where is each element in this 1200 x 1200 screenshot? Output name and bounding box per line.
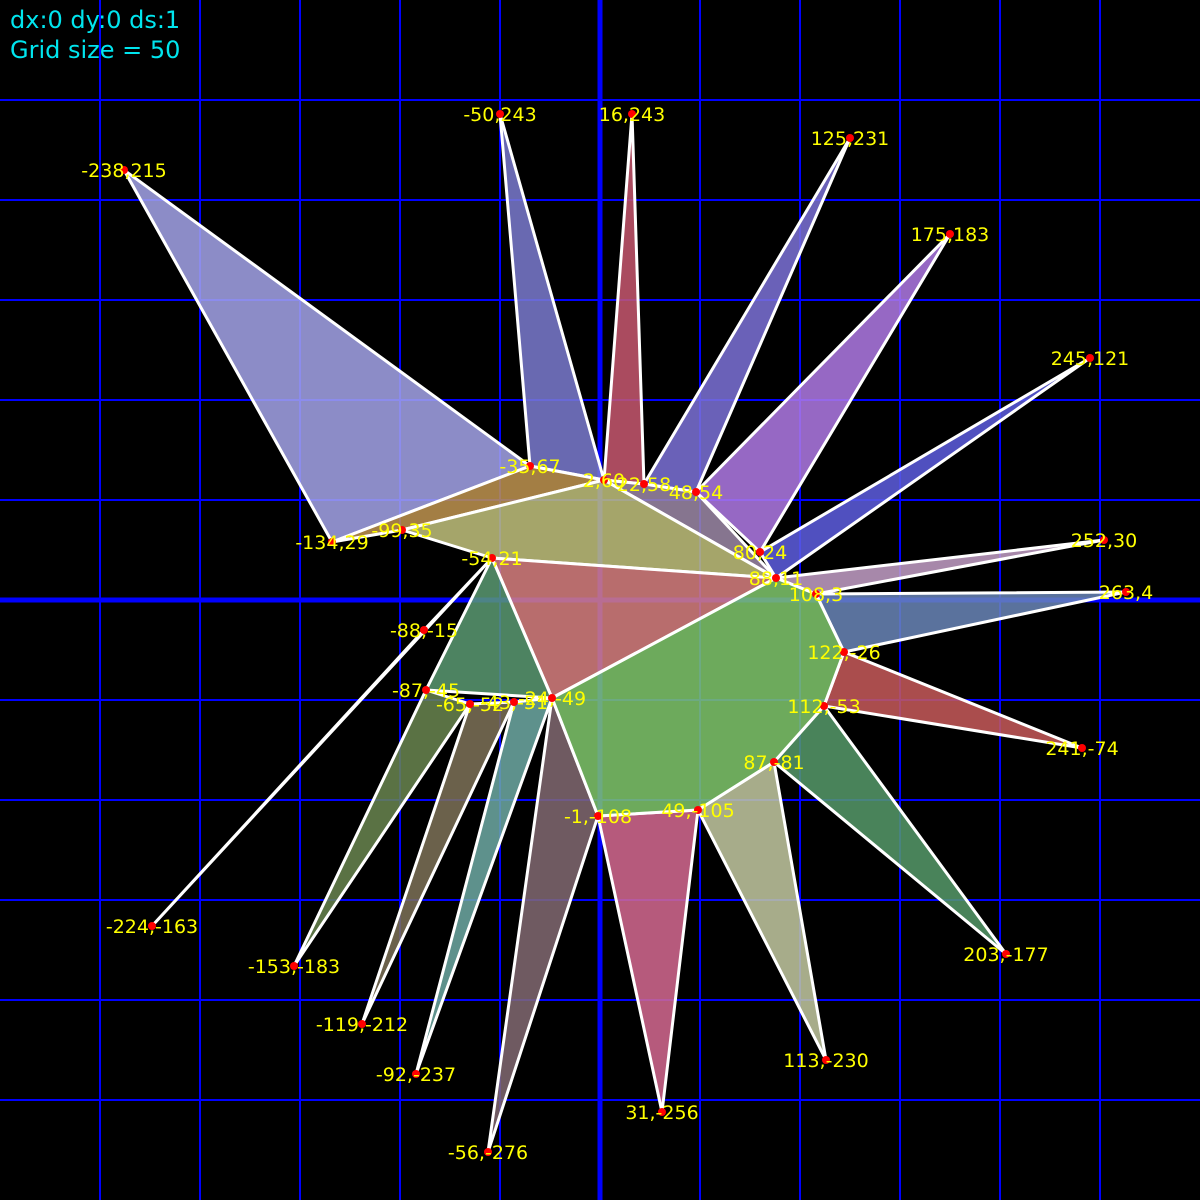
vertex-point[interactable] — [412, 1070, 420, 1078]
vertex-point[interactable] — [658, 1108, 666, 1116]
offset-readout: dx:0 dy:0 ds:1 — [10, 6, 181, 34]
vertex-label: -24,-49 — [518, 688, 586, 710]
vertex-point[interactable] — [692, 488, 700, 496]
vertex-point[interactable] — [420, 626, 428, 634]
vertex-point[interactable] — [820, 702, 828, 710]
polygon-spike-right-a — [758, 356, 1092, 580]
vertex-point[interactable] — [290, 962, 298, 970]
polygon-spike-bottom-b — [596, 808, 700, 1114]
vertex-point[interactable] — [548, 694, 556, 702]
vertex-label: -65,-52 — [436, 694, 504, 716]
vertex-label: -99,35 — [371, 520, 432, 542]
vertex-label: 16,243 — [599, 104, 665, 126]
polygon-spike-upper-right — [694, 232, 952, 554]
polygon-spike-lower-left-b — [150, 556, 494, 928]
polygon-teal-tri — [424, 556, 554, 700]
vertex-point[interactable] — [1078, 744, 1086, 752]
vertex-point[interactable] — [358, 1020, 366, 1028]
polygon-spike-upper-left — [122, 168, 532, 544]
vertex-label: 2,60 — [583, 470, 625, 492]
vertex-point[interactable] — [770, 758, 778, 766]
vertex-label: 112,-53 — [787, 696, 860, 718]
vertex-label: -238,215 — [81, 160, 166, 182]
vertex-point[interactable] — [484, 1148, 492, 1156]
vertex-label: -50,243 — [463, 104, 536, 126]
vertex-point[interactable] — [594, 812, 602, 820]
vertex-label: 122,-26 — [807, 642, 880, 664]
vertex-point[interactable] — [756, 548, 764, 556]
vertex-point[interactable] — [510, 698, 518, 706]
vertex-points — [120, 110, 1130, 1156]
vertex-point[interactable] — [628, 110, 636, 118]
vertex-point[interactable] — [694, 806, 702, 814]
vertex-label: -88,-15 — [390, 620, 458, 642]
vertex-point[interactable] — [328, 538, 336, 546]
vertex-point[interactable] — [148, 922, 156, 930]
polygon-spike-top-a — [498, 112, 606, 482]
vertex-point[interactable] — [812, 590, 820, 598]
vertex-point[interactable] — [466, 700, 474, 708]
vertex-label: 203,-177 — [963, 944, 1048, 966]
vertex-label: 241,-74 — [1045, 738, 1118, 760]
vertex-label: -153,-183 — [248, 956, 340, 978]
vertex-point[interactable] — [840, 648, 848, 656]
vertex-point[interactable] — [1086, 354, 1094, 362]
vertex-point[interactable] — [1100, 536, 1108, 544]
vertex-point[interactable] — [822, 1056, 830, 1064]
vertex-label: 113,-230 — [783, 1050, 868, 1072]
vertex-label: 125,231 — [811, 128, 890, 150]
vertex-label: -56,-276 — [448, 1142, 528, 1164]
vertex-point[interactable] — [640, 480, 648, 488]
vertex-label: 48,54 — [669, 482, 723, 504]
vertex-label: -54,21 — [461, 548, 522, 570]
vertex-label: -119,-212 — [316, 1014, 408, 1036]
vertex-label: -43,-51 — [480, 692, 548, 714]
vertex-label: 87,-81 — [743, 752, 804, 774]
vertex-point[interactable] — [496, 110, 504, 118]
polygon-spike-bottom-e — [360, 700, 516, 1026]
polygon-spike-lower-right — [772, 704, 1008, 956]
vertex-label: -92,-237 — [376, 1064, 456, 1086]
vertex-label: 175,183 — [911, 224, 990, 246]
polygon-spike-lower-left-a — [292, 688, 472, 968]
vertex-point[interactable] — [1002, 950, 1010, 958]
vertex-label: 245,121 — [1051, 348, 1130, 370]
vertex-label: -1,-108 — [564, 806, 632, 828]
grid-size-readout: Grid size = 50 — [10, 36, 181, 64]
vertex-point[interactable] — [846, 134, 854, 142]
vertex-label: -134,29 — [295, 532, 368, 554]
vertex-point[interactable] — [422, 686, 430, 694]
polygon-spike-bottom-d — [414, 696, 554, 1076]
vertex-point[interactable] — [398, 526, 406, 534]
vertex-label: 49,-105 — [661, 800, 734, 822]
vertex-label: 22,58 — [617, 474, 671, 496]
vertex-label: 80,24 — [733, 542, 787, 564]
polygons — [122, 112, 1128, 1154]
vertex-point[interactable] — [600, 476, 608, 484]
vertex-point[interactable] — [120, 166, 128, 174]
vertex-label: -35,67 — [499, 456, 560, 478]
vertex-label: 252,30 — [1071, 530, 1137, 552]
vertex-point[interactable] — [526, 462, 534, 470]
vertex-point[interactable] — [772, 574, 780, 582]
vertex-point[interactable] — [488, 554, 496, 562]
vertex-point[interactable] — [946, 230, 954, 238]
vertex-point[interactable] — [1122, 588, 1130, 596]
vertex-label: 88,11 — [749, 568, 803, 590]
vertex-label: 108,3 — [789, 584, 843, 606]
vertex-label: -224,-163 — [106, 916, 198, 938]
vertex-labels: -238,215 -50,243 16,243 125,231 175,183 245,1… — [81, 104, 1153, 1164]
vertex-label: 263,4 — [1099, 582, 1153, 604]
vertex-label: 31,-256 — [625, 1102, 698, 1124]
vertex-label: -87,-45 — [392, 680, 460, 702]
